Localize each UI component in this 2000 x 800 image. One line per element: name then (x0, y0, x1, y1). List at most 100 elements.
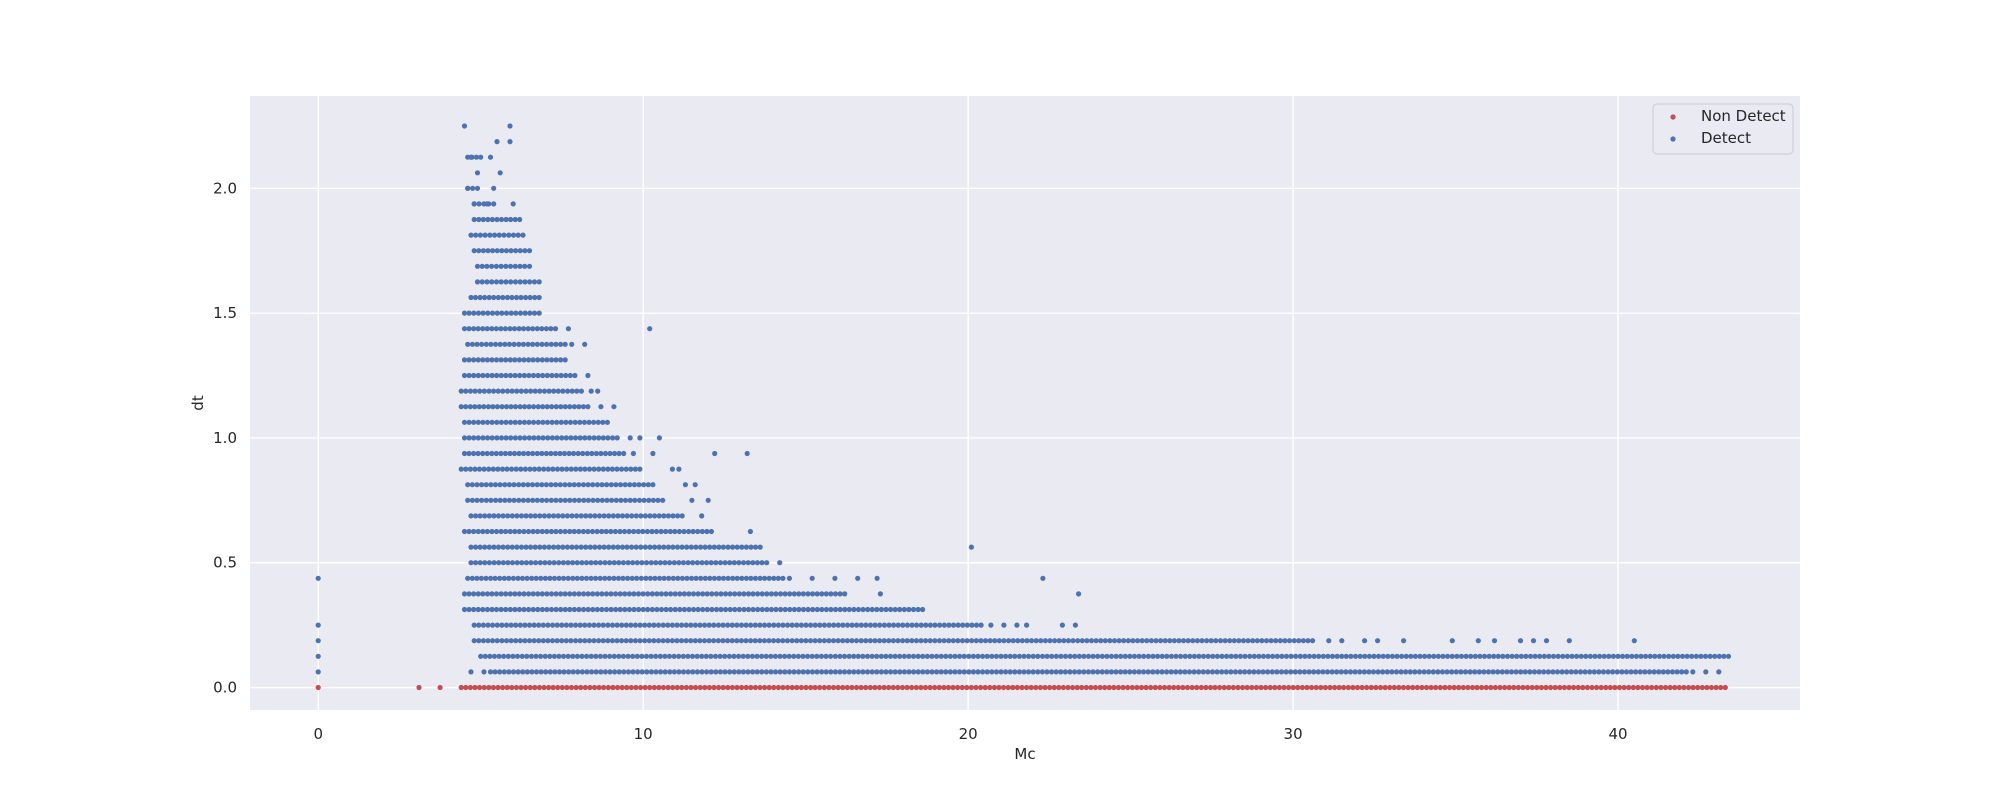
data-point (580, 404, 587, 410)
data-point (591, 466, 597, 472)
data-point (488, 482, 494, 488)
data-point (503, 638, 510, 644)
data-point (1240, 638, 1247, 644)
data-point (1458, 669, 1464, 675)
data-point (738, 638, 745, 644)
data-point (772, 653, 779, 659)
data-point (584, 450, 590, 457)
data-point (865, 606, 871, 613)
data-point (637, 638, 643, 644)
data-point (743, 622, 749, 628)
data-point (1396, 684, 1402, 691)
data-point (539, 591, 545, 597)
data-point (633, 513, 639, 519)
data-point (796, 669, 802, 675)
data-point (1021, 653, 1027, 659)
data-point (486, 544, 492, 550)
data-point (553, 528, 559, 535)
data-point (796, 606, 802, 613)
data-point (553, 606, 559, 613)
x-tick-label: 40 (1608, 725, 1627, 743)
data-point (490, 404, 496, 410)
data-point (690, 591, 697, 597)
data-point (743, 544, 750, 550)
data-point (480, 372, 486, 379)
data-point (524, 653, 530, 659)
data-point (465, 575, 471, 581)
data-point (561, 450, 568, 457)
data-point (1591, 669, 1597, 675)
data-point (484, 528, 490, 535)
data-point (1249, 684, 1255, 691)
data-point (642, 544, 649, 550)
data-point (518, 388, 524, 394)
data-point (492, 482, 499, 488)
data-point (927, 622, 934, 628)
data-point (516, 357, 523, 363)
data-point (486, 560, 492, 566)
data-point (569, 513, 575, 519)
data-point (833, 606, 839, 613)
data-point (508, 404, 514, 410)
data-point (1159, 669, 1165, 675)
data-point (1131, 669, 1137, 675)
data-point (476, 466, 483, 472)
data-point (1475, 638, 1481, 644)
data-point (567, 404, 573, 410)
data-point (1306, 653, 1313, 659)
plot-background (250, 96, 1800, 710)
data-point (1517, 638, 1524, 644)
data-point (527, 684, 533, 691)
data-point (1405, 684, 1411, 691)
data-point (491, 185, 497, 191)
data-point (573, 466, 579, 472)
data-point (708, 669, 714, 675)
data-point (1660, 669, 1666, 675)
data-point (1566, 684, 1572, 691)
data-point (497, 482, 503, 488)
data-point (759, 560, 765, 566)
data-point (1150, 669, 1156, 675)
data-point (647, 575, 654, 581)
data-point (461, 606, 468, 613)
data-point (480, 435, 486, 441)
data-point (1260, 653, 1267, 659)
data-point (718, 591, 724, 597)
data-point (819, 591, 825, 597)
data-point (1049, 669, 1055, 675)
data-point (576, 404, 582, 410)
data-point (638, 544, 644, 550)
data-point (526, 622, 533, 628)
data-point (480, 528, 486, 535)
data-point (1162, 638, 1168, 644)
data-point (1703, 669, 1709, 675)
data-point (517, 310, 524, 316)
data-point (711, 638, 717, 644)
data-point (669, 466, 676, 472)
data-point (706, 638, 712, 644)
data-point (473, 154, 479, 160)
data-point (1250, 638, 1256, 644)
data-point (722, 653, 728, 659)
data-point (489, 591, 495, 597)
data-point (708, 560, 714, 566)
data-point (1227, 638, 1233, 644)
data-point (509, 684, 515, 691)
data-point (558, 372, 564, 379)
data-point (1233, 653, 1239, 659)
data-point (564, 466, 570, 472)
data-point (1310, 638, 1316, 644)
data-point (763, 653, 769, 659)
data-point (650, 497, 657, 503)
data-point (1253, 684, 1259, 691)
data-point (643, 575, 649, 581)
data-point (828, 669, 834, 675)
data-point (957, 653, 963, 659)
data-point (808, 684, 814, 691)
data-point (1076, 669, 1082, 675)
data-point (1098, 638, 1104, 644)
data-point (540, 638, 546, 644)
data-point (1508, 669, 1515, 675)
data-point (1511, 684, 1517, 691)
data-point (920, 606, 926, 613)
